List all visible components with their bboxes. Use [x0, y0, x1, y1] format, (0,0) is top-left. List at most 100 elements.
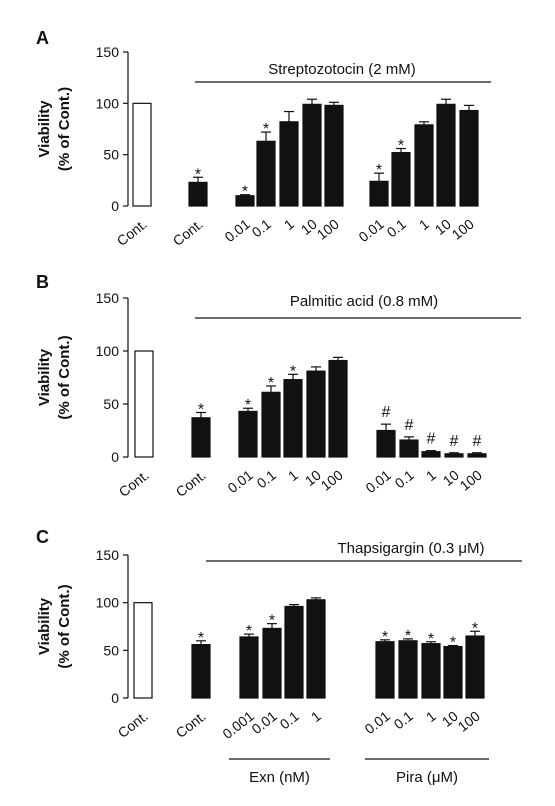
y-tick-label: 0 — [111, 690, 119, 706]
x-tick-label: 100 — [449, 216, 477, 243]
significance-marker: # — [405, 417, 414, 434]
bar — [306, 370, 326, 458]
significance-marker: * — [245, 397, 251, 414]
significance-marker: * — [428, 631, 434, 648]
x-tick-label: Cont. — [173, 708, 209, 741]
significance-marker: * — [246, 623, 252, 640]
bar — [132, 102, 152, 207]
x-tick-label: 0.1 — [277, 708, 302, 733]
x-tick-label: 1 — [416, 216, 432, 234]
bar — [256, 140, 276, 207]
significance-marker: * — [198, 630, 204, 647]
y-axis-label: Viability — [36, 348, 53, 406]
y-tick-label: 150 — [96, 44, 120, 60]
significance-marker: * — [376, 162, 382, 179]
bar — [465, 635, 485, 699]
panel-letter: B — [36, 272, 49, 292]
bar — [302, 103, 322, 207]
x-tick-label: 0.1 — [391, 708, 416, 733]
significance-marker: # — [450, 433, 459, 450]
y-tick-label: 150 — [96, 547, 120, 563]
significance-marker: * — [405, 628, 411, 645]
x-tick-label: 0.01 — [362, 708, 393, 738]
significance-marker: * — [398, 138, 404, 155]
significance-marker: * — [450, 635, 456, 652]
y-tick-label: 100 — [96, 595, 120, 611]
x-tick-label: 0.1 — [249, 216, 274, 241]
bar — [328, 359, 348, 458]
significance-marker: # — [473, 433, 482, 450]
bar — [398, 640, 418, 699]
y-tick-label: 0 — [111, 449, 119, 465]
treatment-label: Streptozotocin (2 mM) — [268, 61, 416, 78]
x-tick-label: 10 — [440, 467, 462, 489]
y-tick-label: 150 — [96, 290, 120, 306]
y-axis-label: (% of Cont.) — [56, 87, 73, 171]
treatment-label: Palmitic acid (0.8 mM) — [290, 293, 438, 310]
x-tick-label: 0.01 — [356, 216, 387, 246]
bar — [191, 417, 211, 458]
x-tick-label: Cont. — [114, 216, 150, 249]
bar — [421, 451, 441, 458]
bar — [261, 391, 281, 458]
bar — [239, 636, 259, 699]
significance-marker: * — [195, 166, 201, 183]
bar — [459, 109, 479, 207]
bar — [391, 152, 411, 207]
significance-marker: * — [290, 363, 296, 380]
x-tick-label: 100 — [457, 467, 485, 494]
group-label: Exn (nM) — [249, 769, 310, 786]
x-tick-label: Cont. — [173, 467, 209, 500]
bar — [376, 429, 396, 458]
treatment-label: Thapsigargin (0.3 μM) — [337, 540, 484, 557]
x-tick-label: 0.01 — [225, 467, 256, 497]
x-tick-label: 0.1 — [254, 467, 279, 492]
bar — [133, 602, 153, 699]
x-tick-label: 0.1 — [392, 467, 417, 492]
y-tick-label: 50 — [103, 147, 119, 163]
bar — [279, 121, 299, 207]
panel-letter: A — [36, 28, 49, 48]
bar — [134, 350, 154, 458]
bar — [238, 410, 258, 458]
bar — [444, 453, 464, 458]
y-tick-label: 50 — [103, 396, 119, 412]
chart-panel-c: C Viability (% of Cont.) 0 50 100 150 Thapsigar… — [36, 527, 522, 786]
x-tick-label: 0.01 — [249, 708, 280, 738]
bar — [399, 439, 419, 458]
significance-marker: * — [268, 375, 274, 392]
bar — [436, 103, 456, 207]
bar — [188, 181, 208, 207]
x-tick-label: Cont. — [115, 708, 151, 741]
group-label: Pira (μM) — [396, 769, 458, 786]
x-tick-label: 1 — [423, 708, 439, 726]
x-tick-label: 10 — [432, 216, 454, 238]
y-axis-label: Viability — [36, 100, 53, 158]
y-axis-label: (% of Cont.) — [56, 584, 73, 668]
x-tick-label: 0.1 — [384, 216, 409, 241]
significance-marker: # — [427, 431, 436, 448]
bar — [375, 641, 395, 699]
bar — [369, 180, 389, 207]
y-tick-label: 100 — [96, 95, 120, 111]
significance-marker: * — [198, 401, 204, 418]
bar — [443, 645, 463, 699]
x-tick-label: 100 — [318, 467, 346, 494]
x-tick-label: Cont. — [116, 467, 152, 500]
significance-marker: * — [263, 121, 269, 138]
y-tick-label: 0 — [111, 198, 119, 214]
x-tick-label: 1 — [308, 708, 324, 726]
chart-panel-b: B Viability (% of Cont.) 0 50 100 150 Palmitic … — [36, 272, 521, 500]
bar — [467, 453, 487, 458]
x-tick-label: 1 — [281, 216, 297, 234]
x-tick-label: Cont. — [170, 216, 206, 249]
x-tick-label: 1 — [423, 467, 439, 485]
y-axis-label: Viability — [36, 597, 53, 655]
y-axis-label: (% of Cont.) — [56, 335, 73, 419]
bar — [262, 627, 282, 699]
significance-marker: * — [242, 184, 248, 201]
y-tick-label: 100 — [96, 343, 120, 359]
x-tick-label: 0.01 — [363, 467, 394, 497]
